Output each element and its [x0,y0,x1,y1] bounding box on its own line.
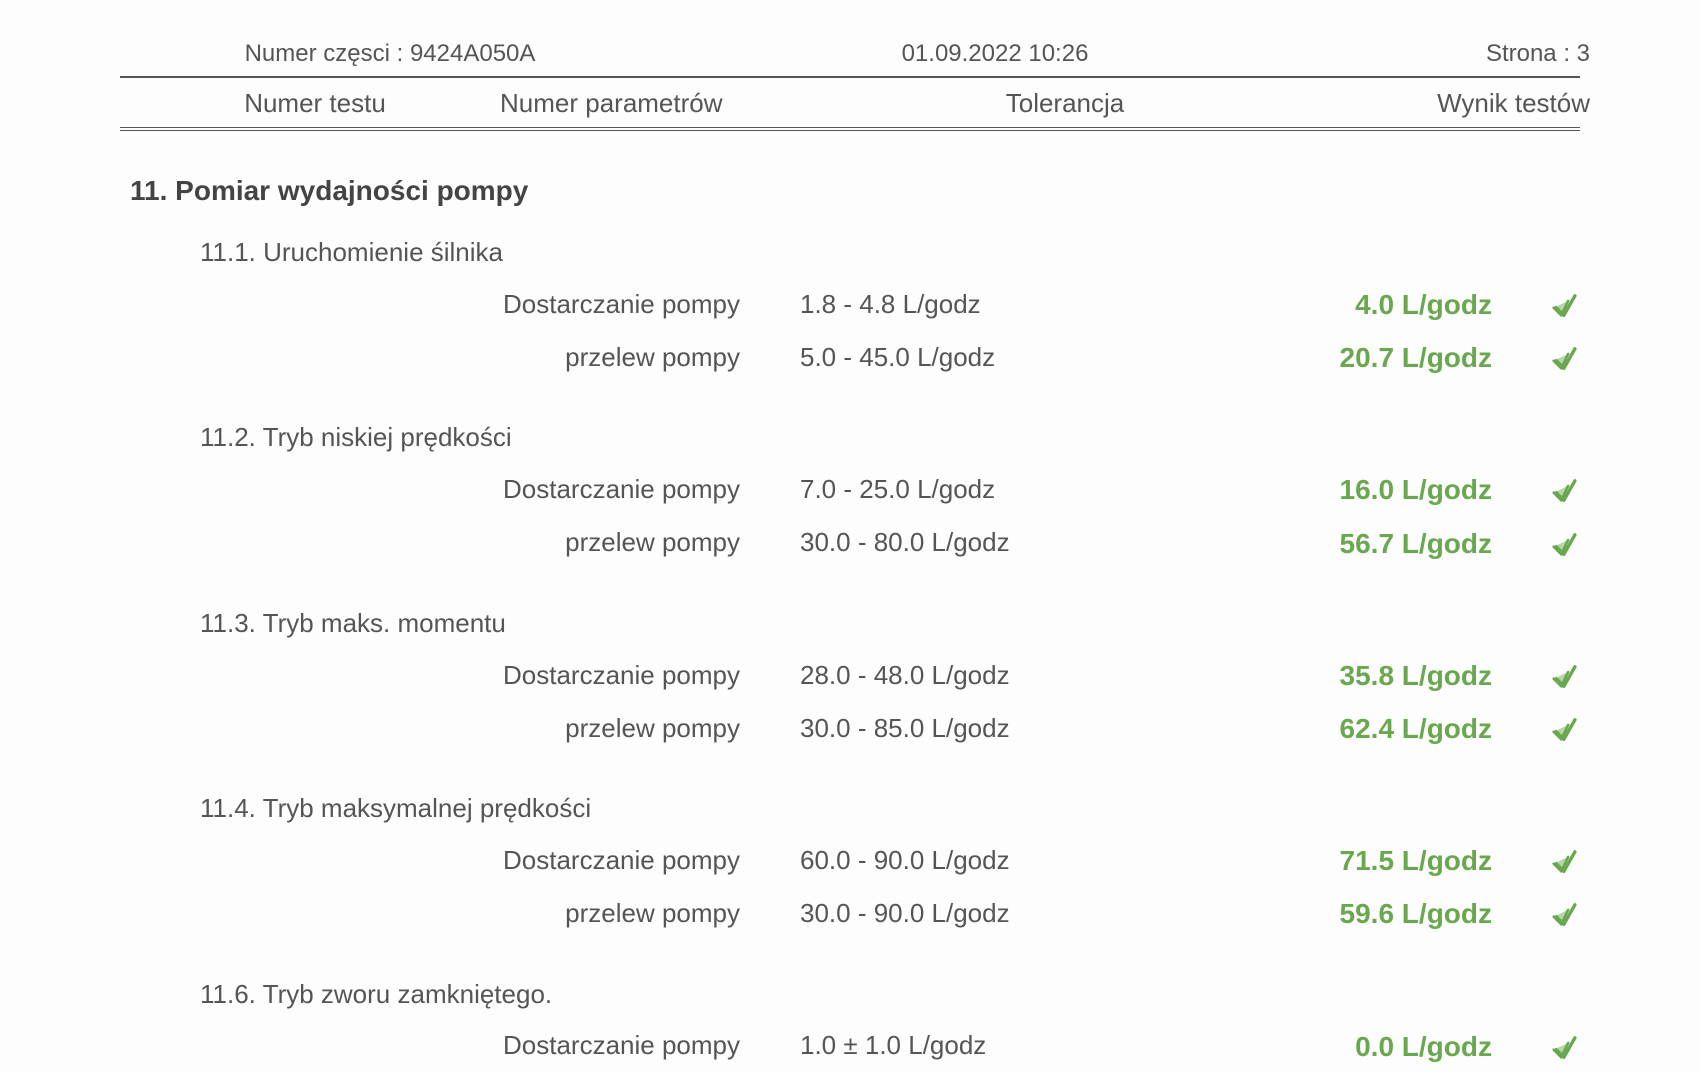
pass-indicator [1492,889,1580,938]
result-value: 0.0 L/godz [1120,1020,1492,1073]
subsection: 11.1. Uruchomienie śilnika Dostarczanie p… [120,237,1580,384]
result-row: Dostarczanie pompy1.8 - 4.8 L/godz4.0 L/… [120,278,1580,331]
result-value: 71.5 L/godz [1120,834,1492,887]
datetime-label: 01.09.2022 10:26 [650,40,1340,68]
result-value: 35.8 L/godz [1120,649,1492,702]
result-value: 16.0 L/godz [1120,463,1492,516]
param-label: przelew pompy [120,333,800,382]
result-row: Dostarczanie pompy28.0 - 48.0 L/godz35.8… [120,649,1580,702]
check-icon [1546,289,1580,323]
page-number-label: Strona : 3 [1340,40,1590,68]
subsections-container: 11.1. Uruchomienie śilnika Dostarczanie p… [120,237,1580,1073]
check-icon [1546,474,1580,508]
param-label: Dostarczanie pompy [120,651,800,700]
subsection-title: 11.6. Tryb zworu zamkniętego. [200,979,1580,1010]
result-value: 59.6 L/godz [1120,887,1492,940]
tolerance-value: 1.0 ± 1.0 L/godz [800,1021,1120,1070]
header-row-2: Numer testu Numer parametrów Tolerancja … [120,82,1600,127]
check-icon [1546,845,1580,879]
pass-indicator [1492,465,1580,514]
tolerance-value: 30.0 - 80.0 L/godz [800,518,1120,567]
subsection: 11.6. Tryb zworu zamkniętego. Dostarczani… [120,979,1580,1073]
result-value: 56.7 L/godz [1120,517,1492,570]
param-label: przelew pompy [120,518,800,567]
section-title: 11. Pomiar wydajności pompy [130,175,1580,207]
result-row: Dostarczanie pompy7.0 - 25.0 L/godz16.0 … [120,463,1580,516]
pass-indicator [1492,280,1580,329]
header-rule-2 [120,127,1580,135]
check-icon [1546,713,1580,747]
tolerance-value: 28.0 - 48.0 L/godz [800,651,1120,700]
param-label: Dostarczanie pompy [120,1021,800,1070]
tolerance-value: 5.0 - 45.0 L/godz [800,333,1120,382]
param-label: Dostarczanie pompy [120,836,800,885]
header-row-1: Numer częsci : 9424A050A 01.09.2022 10:2… [120,40,1600,76]
result-value: 62.4 L/godz [1120,702,1492,755]
param-label: Dostarczanie pompy [120,465,800,514]
param-label: przelew pompy [120,889,800,938]
tolerance-value: 1.8 - 4.8 L/godz [800,280,1120,329]
pass-indicator [1492,704,1580,753]
result-value: 20.7 L/godz [1120,331,1492,384]
subsection-title: 11.1. Uruchomienie śilnika [200,237,1580,268]
subsection: 11.2. Tryb niskiej prędkości Dostarczanie… [120,422,1580,569]
result-row: Dostarczanie pompy60.0 - 90.0 L/godz71.5… [120,834,1580,887]
tolerance-value: 7.0 - 25.0 L/godz [800,465,1120,514]
result-row: przelew pompy30.0 - 85.0 L/godz62.4 L/go… [120,702,1580,755]
result-row: przelew pompy5.0 - 45.0 L/godz20.7 L/god… [120,331,1580,384]
tolerance-value: 30.0 - 85.0 L/godz [800,704,1120,753]
subsection-title: 11.2. Tryb niskiej prędkości [200,422,1580,453]
subsection-title: 11.3. Tryb maks. momentu [200,608,1580,639]
pass-indicator [1492,651,1580,700]
result-value: 4.0 L/godz [1120,278,1492,331]
result-row: przelew pompy30.0 - 90.0 L/godz59.6 L/go… [120,887,1580,940]
report-page: Numer częsci : 9424A050A 01.09.2022 10:2… [0,0,1700,1056]
col-header-param: Numer parametrów [500,88,800,119]
check-icon [1546,898,1580,932]
col-header-result: Wynik testów [1290,88,1590,119]
pass-indicator [1492,836,1580,885]
tolerance-value: 60.0 - 90.0 L/godz [800,836,1120,885]
part-number-label: Numer częsci : 9424A050A [130,40,650,68]
check-icon [1546,1031,1580,1065]
col-header-tolerance: Tolerancja [800,88,1290,119]
pass-indicator [1492,518,1580,567]
header-rule-1 [120,76,1580,78]
subsection-title: 11.4. Tryb maksymalnej prędkości [200,793,1580,824]
tolerance-value: 30.0 - 90.0 L/godz [800,889,1120,938]
pass-indicator [1492,333,1580,382]
check-icon [1546,528,1580,562]
subsection: 11.3. Tryb maks. momentu Dostarczanie pom… [120,608,1580,755]
check-icon [1546,660,1580,694]
subsection: 11.4. Tryb maksymalnej prędkości Dostarcz… [120,793,1580,940]
pass-indicator [1492,1021,1580,1070]
col-header-test-number: Numer testu [130,88,500,119]
check-icon [1546,342,1580,376]
result-row: przelew pompy30.0 - 80.0 L/godz56.7 L/go… [120,517,1580,570]
param-label: Dostarczanie pompy [120,280,800,329]
param-label: przelew pompy [120,704,800,753]
result-row: Dostarczanie pompy1.0 ± 1.0 L/godz0.0 L/… [120,1020,1580,1073]
